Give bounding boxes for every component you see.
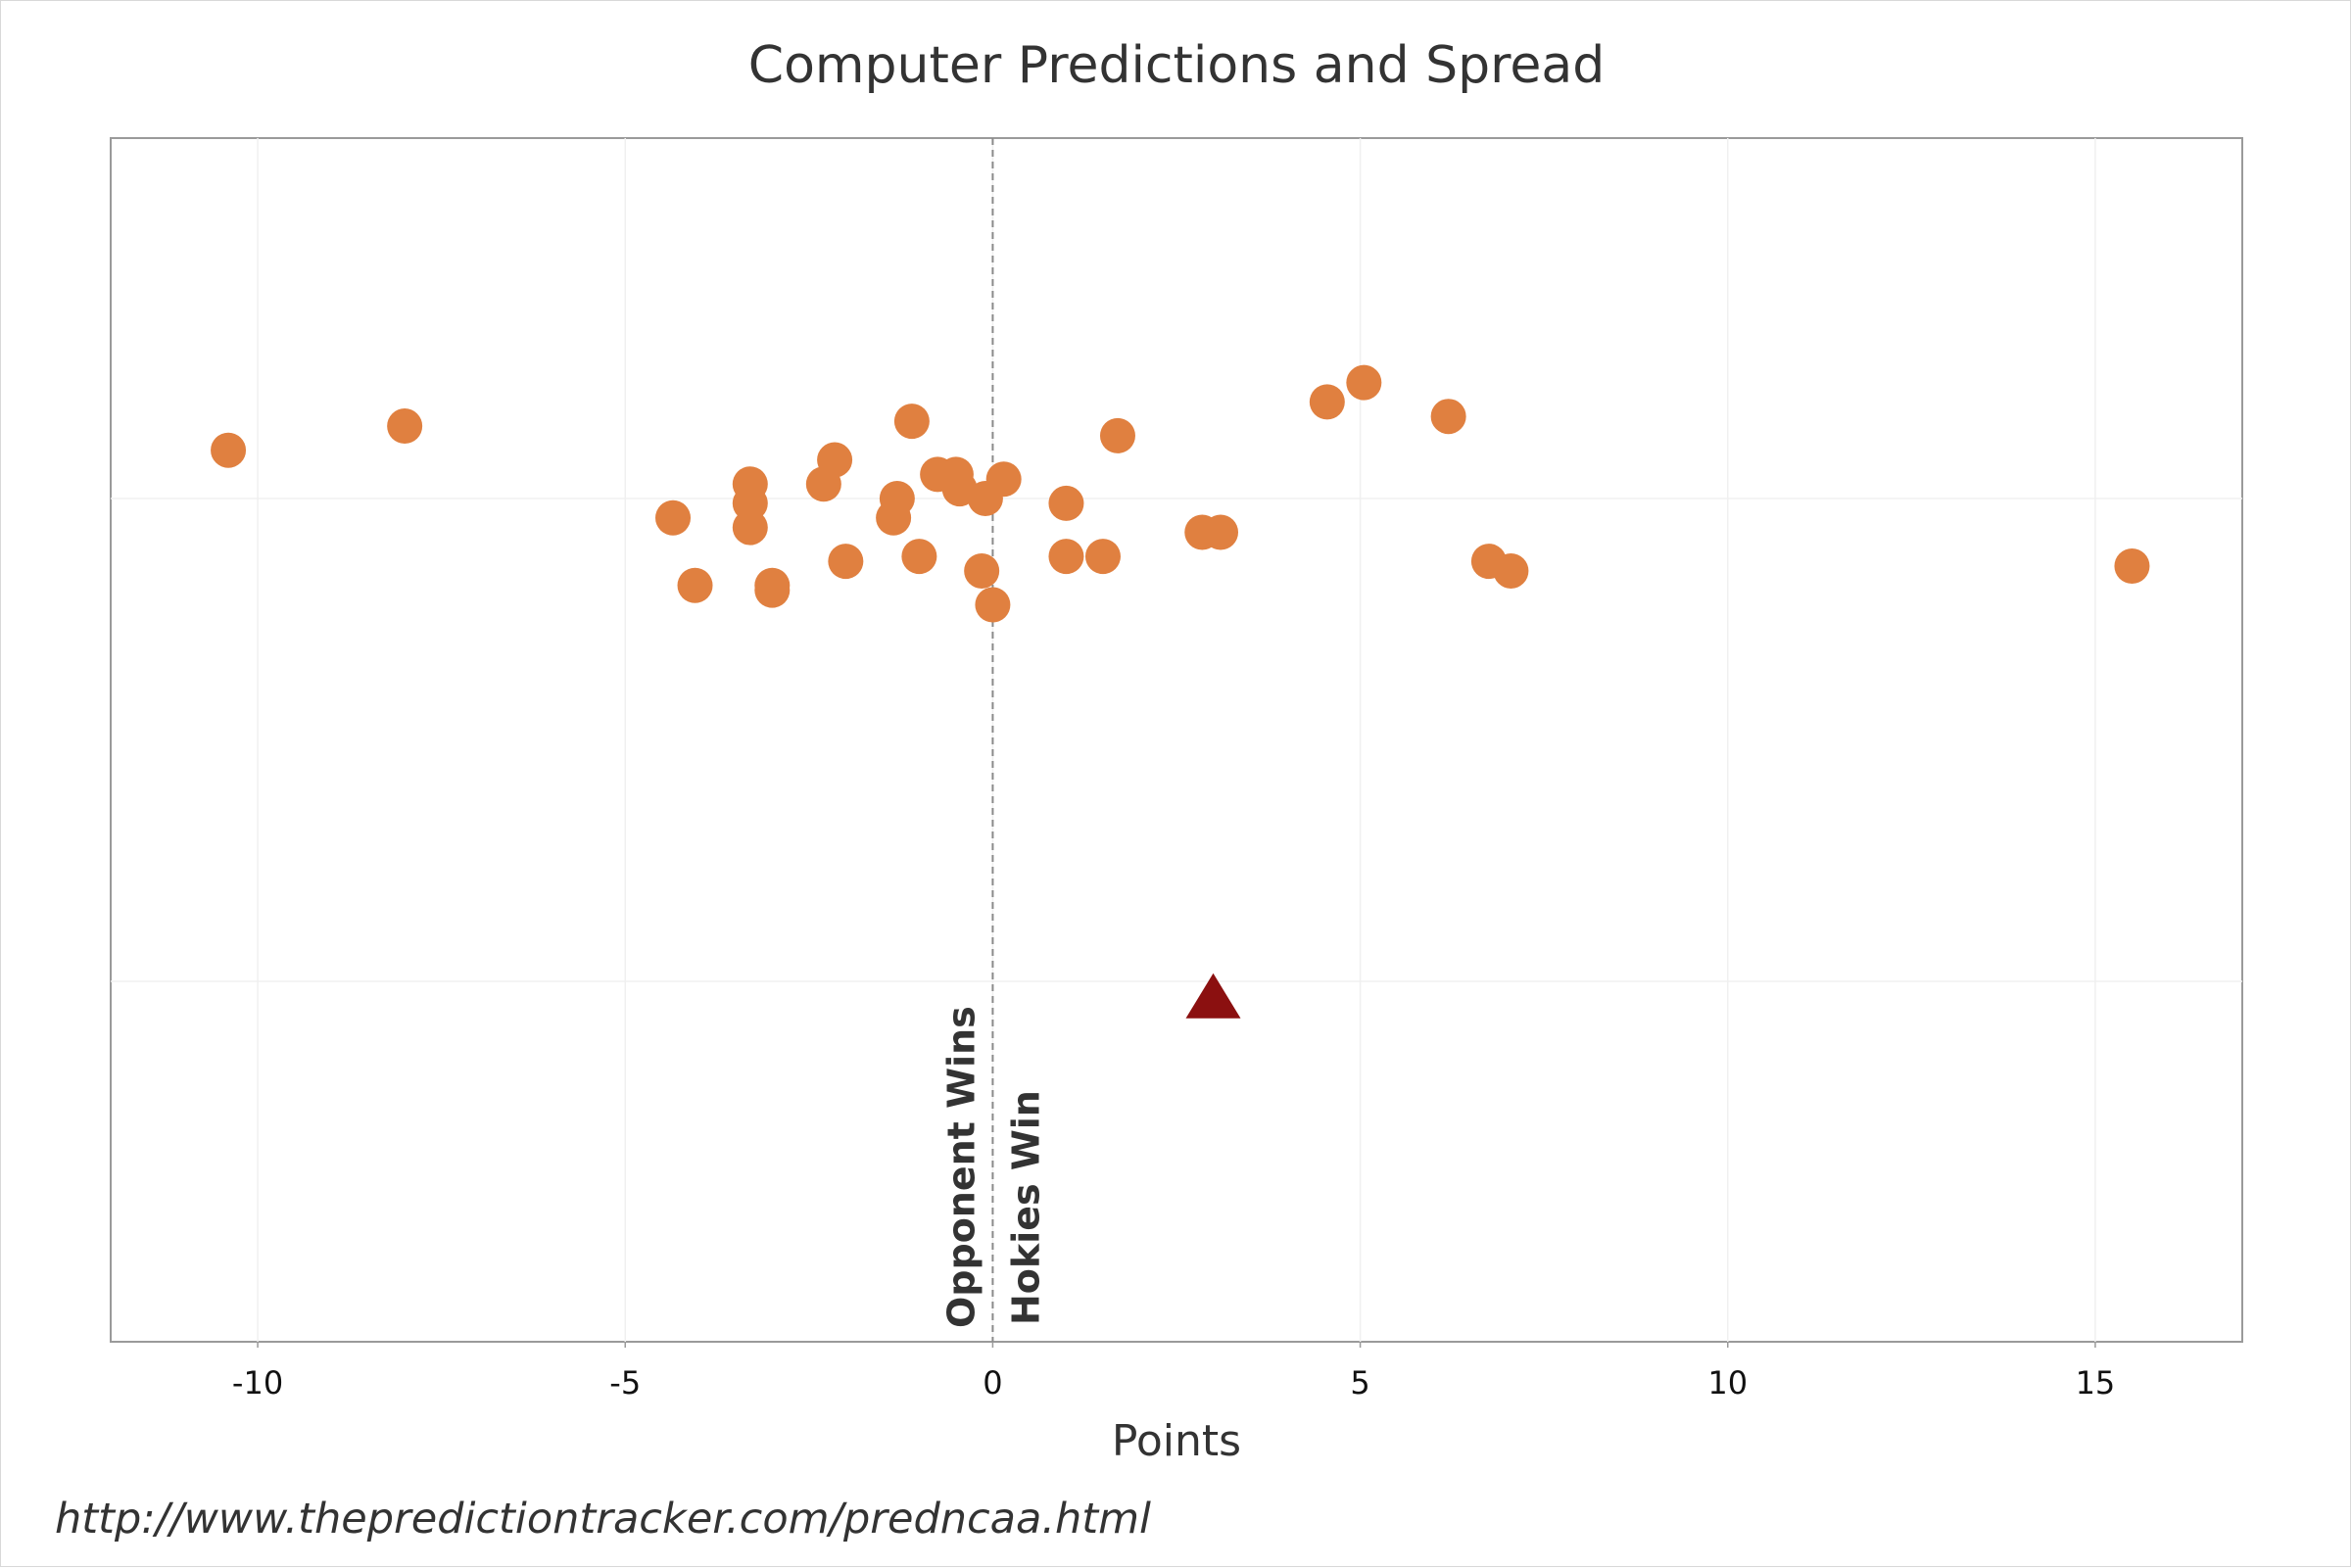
- x-tick-label-3: 5: [1350, 1364, 1369, 1402]
- prediction-point-11: [828, 544, 864, 580]
- x-tick-label-0: -10: [232, 1364, 283, 1402]
- prediction-point-0: [211, 432, 247, 468]
- zero-divider: Opponent Wins Hokies Win: [939, 138, 1047, 1342]
- prediction-point-2: [655, 499, 692, 536]
- prediction-point-14: [893, 404, 930, 440]
- x-tick-label-4: 10: [1707, 1364, 1748, 1402]
- prediction-point-15: [901, 539, 937, 575]
- prediction-point-13: [879, 481, 915, 516]
- prediction-point-29: [1309, 384, 1345, 420]
- prediction-point-22: [985, 461, 1022, 498]
- prediction-point-23: [1048, 485, 1084, 521]
- opponent-wins-label: Opponent Wins: [939, 1006, 983, 1328]
- prediction-point-34: [2114, 548, 2150, 585]
- prediction-point-21: [975, 587, 1011, 623]
- x-axis-ticks: -10 -5 0 5 10 15: [232, 1342, 2115, 1402]
- x-tick-label-2: 0: [983, 1364, 1002, 1402]
- x-axis-title: Points: [1112, 1416, 1241, 1466]
- prediction-point-28: [1203, 514, 1239, 550]
- x-tick-label-1: -5: [609, 1364, 641, 1402]
- prediction-point-6: [732, 509, 768, 546]
- prediction-point-25: [1084, 539, 1121, 575]
- prediction-point-24: [1048, 539, 1084, 575]
- prediction-point-31: [1430, 399, 1466, 435]
- prediction-point-26: [1099, 417, 1135, 453]
- spread-marker: [1185, 973, 1241, 1019]
- hokies-win-label: Hokies Win: [1004, 1090, 1047, 1325]
- plot-border: [110, 137, 2243, 1343]
- source-url: http://www.thepredictiontracker.com/pred…: [55, 1495, 1151, 1544]
- prediction-point-10: [817, 442, 853, 478]
- prediction-point-1: [387, 408, 423, 445]
- data-points: [211, 364, 2150, 1019]
- prediction-point-8: [754, 572, 791, 608]
- prediction-point-19: [964, 552, 1000, 589]
- prediction-point-33: [1493, 552, 1529, 589]
- prediction-point-5: [732, 485, 768, 521]
- prediction-point-30: [1346, 364, 1382, 401]
- x-tick-label-5: 15: [2076, 1364, 2116, 1402]
- prediction-point-3: [677, 567, 713, 603]
- chart-title: Computer Predictions and Spread: [747, 36, 1606, 95]
